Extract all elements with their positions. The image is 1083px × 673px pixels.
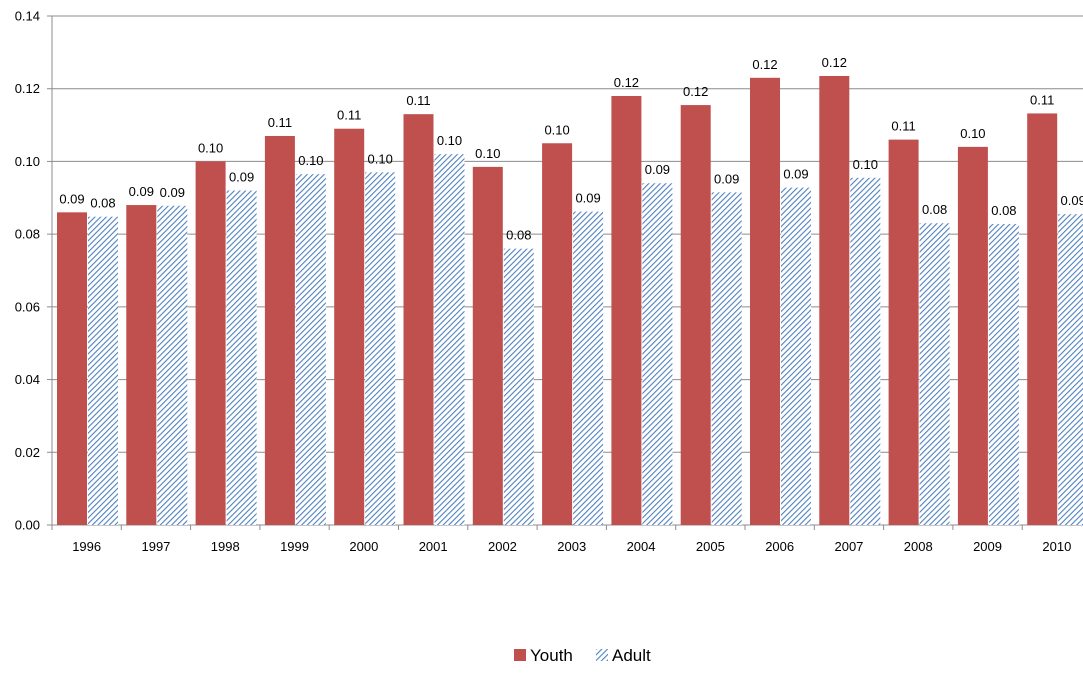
data-label-adult-2004: 0.09 [645,162,670,177]
data-label-adult-1997: 0.09 [160,185,185,200]
x-tick-label: 1997 [141,539,170,554]
data-label-youth-2007: 0.12 [822,55,847,70]
bar-adult-2003 [573,211,604,525]
y-tick-label: 0.00 [15,518,40,533]
bars [57,75,1083,526]
bar-adult-2000 [365,172,396,526]
bar-adult-2006 [781,187,811,525]
data-label-adult-2002: 0.08 [506,228,531,243]
legend-label-adult: Adult [612,646,651,665]
x-tick-label: 1998 [211,539,240,554]
x-tick-label: 1996 [72,539,101,554]
bar-youth-2001 [403,114,434,526]
data-label-adult-2000: 0.10 [368,151,393,166]
bar-youth-2010 [1027,113,1058,526]
data-label-adult-2005: 0.09 [714,171,739,186]
bar-adult-2002 [503,248,534,525]
data-label-youth-1999: 0.11 [268,115,292,130]
bar-youth-2004 [611,95,642,525]
legend-label-youth: Youth [530,646,573,665]
data-labels: 0.09 0.08 0.09 0.09 0.10 0.09 0.11 0.10 0.11 0.10… [59,55,1083,243]
bar-adult-2001 [434,154,465,525]
x-tick-label: 2007 [834,539,863,554]
bar-youth-1996 [57,212,87,526]
x-tick-label: 2008 [904,539,933,554]
legend-swatch-adult [596,649,608,661]
bar-adult-2010 [1058,214,1083,525]
bar-adult-1999 [295,174,326,525]
x-tick-label: 2002 [488,539,517,554]
data-label-youth-1996: 0.09 [59,191,84,206]
data-label-adult-2006: 0.09 [783,167,808,182]
legend: Youth Adult [514,646,651,665]
data-label-adult-1999: 0.10 [298,153,323,168]
y-tick-label: 0.14 [15,9,40,24]
bar-adult-2005 [711,192,742,525]
x-tick-label: 2009 [973,539,1002,554]
x-tick-label: 2006 [765,539,794,554]
data-label-adult-2010: 0.09 [1061,193,1083,208]
y-tick-label: 0.08 [15,227,40,242]
bar-adult-1996 [88,216,118,526]
y-tick-label: 0.06 [15,299,40,314]
x-tick-label: 2001 [419,539,448,554]
data-label-adult-2009: 0.08 [991,203,1016,218]
x-tick-label: 2003 [557,539,586,554]
data-label-youth-2006: 0.12 [752,57,777,72]
bar-youth-2003 [542,143,573,525]
bar-youth-1997 [126,205,157,526]
data-label-adult-2007: 0.10 [853,157,878,172]
data-label-youth-2001: 0.11 [406,93,430,108]
legend-swatch-youth [514,649,526,661]
bar-adult-2008 [919,223,950,525]
x-tick-label: 2000 [349,539,378,554]
bar-adult-2004 [642,183,673,525]
bar-adult-1997 [157,205,188,525]
data-label-youth-2003: 0.10 [544,122,569,137]
data-label-youth-2009: 0.10 [960,126,985,141]
bar-youth-2000 [334,128,365,525]
bar-youth-2005 [680,105,711,525]
data-label-adult-1996: 0.08 [90,196,115,211]
data-label-youth-2002: 0.10 [475,146,500,161]
y-tick-label: 0.02 [15,445,40,460]
bar-youth-1998 [195,161,226,525]
data-label-youth-1998: 0.10 [198,140,223,155]
data-label-youth-2004: 0.12 [614,75,639,90]
y-tick-label: 0.12 [15,81,40,96]
x-tick-label: 1999 [280,539,309,554]
bar-youth-2007 [819,75,850,525]
data-label-adult-2003: 0.09 [575,191,600,206]
x-tick-label: 2005 [696,539,725,554]
bar-youth-2009 [957,146,988,525]
bar-adult-1998 [226,190,257,525]
y-tick-label: 0.04 [15,372,40,387]
x-tick-label: 2004 [627,539,656,554]
data-label-adult-1998: 0.09 [229,170,254,185]
bar-adult-2007 [850,177,881,525]
data-label-youth-2000: 0.11 [337,108,361,123]
data-label-youth-2010: 0.11 [1030,92,1054,107]
data-label-adult-2001: 0.10 [437,133,462,148]
bar-youth-2008 [888,139,919,525]
bar-youth-1999 [264,135,295,525]
data-label-adult-2008: 0.08 [922,202,947,217]
bar-youth-2002 [472,166,503,525]
data-label-youth-2005: 0.12 [683,84,708,99]
bar-youth-2006 [750,77,780,526]
bar-adult-2009 [988,223,1019,525]
data-label-youth-2008: 0.11 [891,119,915,134]
x-tick-label: 2010 [1042,539,1071,554]
y-tick-label: 0.10 [15,154,40,169]
data-label-youth-1997: 0.09 [129,184,154,199]
